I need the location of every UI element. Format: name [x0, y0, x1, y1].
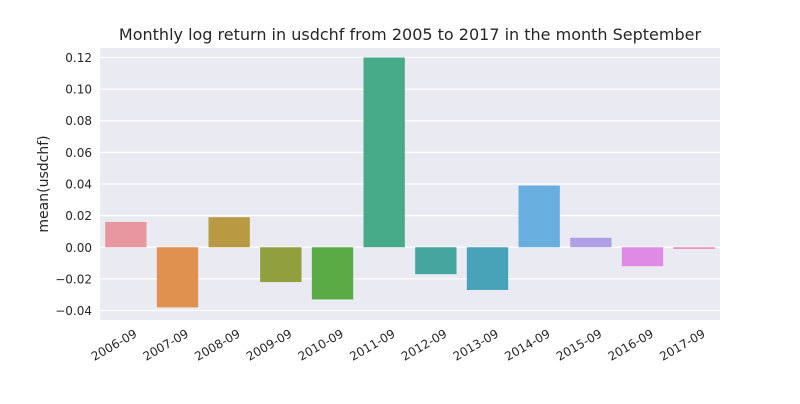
- y-tick-label: −0.04: [55, 304, 92, 318]
- y-tick-label: −0.02: [55, 272, 92, 286]
- x-tick-label: 2017-09: [657, 326, 707, 363]
- x-tick-label: 2013-09: [451, 326, 501, 363]
- bar-2015-09: [570, 237, 612, 248]
- chart-title: Monthly log return in usdchf from 2005 t…: [119, 25, 702, 44]
- x-tick-label: 2007-09: [141, 326, 191, 363]
- bars: [105, 57, 715, 308]
- x-tick-label: 2009-09: [244, 326, 294, 363]
- x-tick-label: 2015-09: [554, 326, 604, 363]
- y-tick-label: 0.04: [65, 178, 92, 192]
- y-tick-label: 0.00: [65, 241, 92, 255]
- x-tick-label: 2014-09: [502, 326, 552, 363]
- bar-2008-09: [208, 217, 250, 248]
- x-tick-label: 2016-09: [606, 326, 656, 363]
- x-tick-label: 2010-09: [296, 326, 346, 363]
- bar-2006-09: [105, 221, 147, 248]
- x-tick-label: 2006-09: [89, 326, 139, 363]
- y-tick-label: 0.06: [65, 146, 92, 160]
- bar-2011-09: [363, 57, 405, 248]
- x-tick-label: 2012-09: [399, 326, 449, 363]
- y-tick-label: 0.10: [65, 83, 92, 97]
- y-tick-label: 0.12: [65, 51, 92, 65]
- x-tick-label: 2008-09: [192, 326, 242, 363]
- grid-lines: [100, 56, 720, 312]
- x-tick-labels: 2006-09 2007-09 2008-09 2009-09 2010-09 2011-…: [89, 326, 708, 363]
- y-axis-label: mean(usdchf): [36, 135, 52, 232]
- y-tick-labels: −0.04 −0.02 0.00 0.02 0.04 0.06 0.08 0.10 0.12: [55, 51, 92, 318]
- bar-2017-09: [673, 247, 715, 249]
- bar-2007-09: [156, 247, 199, 308]
- y-tick-label: 0.08: [65, 114, 92, 128]
- x-tick-label: 2011-09: [347, 326, 397, 363]
- bar-2010-09: [311, 247, 354, 300]
- bar-2009-09: [260, 247, 302, 283]
- bar-2016-09: [621, 247, 664, 267]
- bar-2014-09: [518, 185, 560, 248]
- bar-2012-09: [415, 247, 457, 275]
- y-tick-label: 0.02: [65, 209, 92, 223]
- bar-2013-09: [466, 247, 509, 290]
